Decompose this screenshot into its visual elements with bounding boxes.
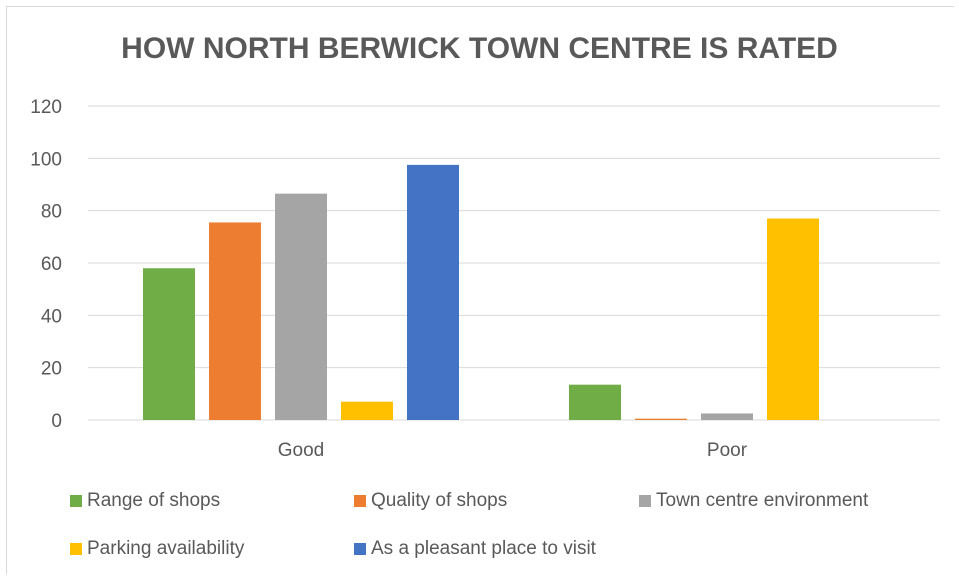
x-axis-ticks: Good Poor bbox=[278, 440, 748, 461]
y-tick-label: 60 bbox=[41, 254, 62, 275]
bar-parking-availability-good bbox=[341, 401, 393, 420]
chart-frame bbox=[6, 6, 954, 574]
y-tick-label: 100 bbox=[30, 149, 62, 170]
legend-item: Quality of shops bbox=[354, 490, 507, 512]
legend-item: Range of shops bbox=[70, 490, 220, 512]
x-tick-label: Poor bbox=[707, 440, 748, 461]
bar-quality-of-shops-poor bbox=[635, 418, 687, 420]
legend-label: Range of shops bbox=[87, 490, 221, 511]
y-tick-label: 40 bbox=[41, 306, 62, 327]
bar-range-of-shops-poor bbox=[569, 384, 621, 420]
bar-town-centre-environment-good bbox=[275, 193, 327, 420]
bar-range-of-shops-good bbox=[143, 268, 195, 420]
y-tick-label: 0 bbox=[51, 411, 62, 432]
legend-swatch bbox=[70, 495, 82, 507]
legend-item: Town centre environment bbox=[639, 490, 868, 512]
y-tick-label: 80 bbox=[41, 202, 62, 223]
legend-swatch bbox=[354, 495, 366, 507]
bars bbox=[143, 164, 819, 420]
legend-label: Town centre environment bbox=[656, 490, 869, 511]
legend-swatch bbox=[639, 495, 651, 507]
bar-town-centre-environment-poor bbox=[701, 413, 753, 420]
legend-item: Parking availability bbox=[70, 538, 244, 560]
legend-item: As a pleasant place to visit bbox=[354, 538, 596, 560]
x-tick-label: Good bbox=[278, 440, 324, 461]
y-tick-label: 20 bbox=[41, 359, 62, 380]
bar-as-a-pleasant-place-to-visit-good bbox=[407, 164, 459, 420]
legend-label: Parking availability bbox=[87, 538, 245, 559]
legend-swatch bbox=[70, 543, 82, 555]
legend-swatch bbox=[354, 543, 366, 555]
y-axis-ticks: 0 20 40 60 80 100 120 bbox=[30, 97, 62, 432]
legend-label: As a pleasant place to visit bbox=[371, 538, 596, 559]
bar-parking-availability-poor bbox=[767, 218, 819, 420]
y-tick-label: 120 bbox=[30, 97, 62, 118]
chart-title: HOW NORTH BERWICK TOWN CENTRE IS RATED bbox=[121, 32, 838, 65]
legend: Range of shops Quality of shops Town centr… bbox=[70, 490, 940, 570]
legend-label: Quality of shops bbox=[371, 490, 508, 511]
bar-quality-of-shops-good bbox=[209, 222, 261, 420]
